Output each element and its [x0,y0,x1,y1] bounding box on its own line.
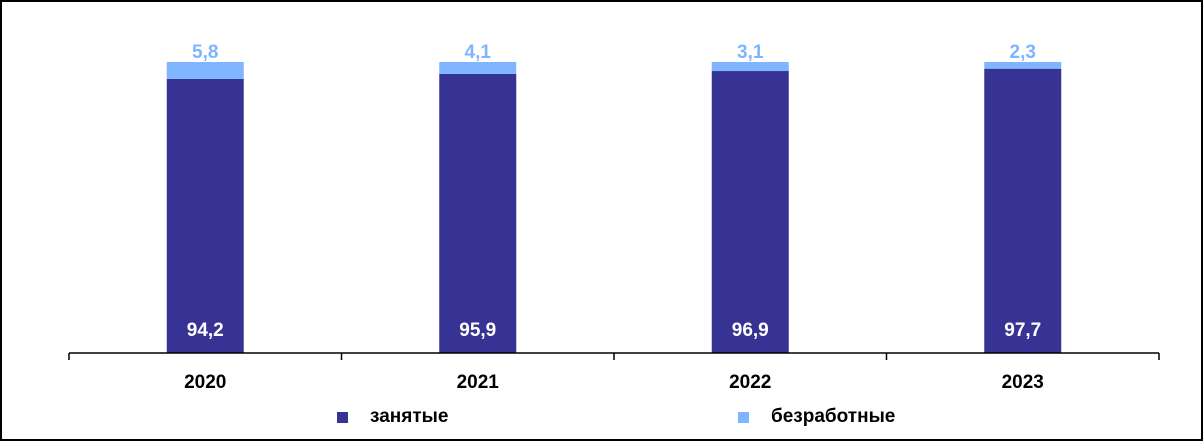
x-tick-label-2020: 2020 [184,372,226,393]
bars-group [166,62,1062,354]
data-labels-group: 94,2 5,8 95,9 4,1 96,9 3,1 97,7 2,3 [187,42,1041,341]
data-label-employed-2020: 94,2 [187,320,224,341]
bar-unemployed-2022 [711,62,789,72]
bar-employed-2021 [439,73,517,353]
bar-unemployed-2020 [166,62,244,79]
x-axis-tick-labels: 2020 2021 2022 2023 [184,372,1044,393]
data-label-unemployed-2023: 2,3 [1010,42,1036,63]
bar-unemployed-2023 [984,62,1062,69]
data-label-employed-2022: 96,9 [732,320,769,341]
bar-employed-2022 [711,71,789,353]
legend-item-employed: занятые [337,405,448,429]
x-tick-label-2022: 2022 [729,372,771,393]
legend-item-unemployed: безработные [738,405,895,429]
bar-employed-2020 [166,78,244,354]
x-tick-label-2023: 2023 [1002,372,1044,393]
data-label-unemployed-2020: 5,8 [192,42,218,63]
legend-label-employed: занятые [370,406,449,427]
x-tick-label-2021: 2021 [457,372,500,393]
data-label-unemployed-2022: 3,1 [737,42,764,63]
legend-swatch-employed [337,411,348,423]
x-axis-ticks [68,353,1160,360]
bar-unemployed-2021 [439,62,517,74]
data-label-employed-2021: 95,9 [459,320,496,341]
bar-employed-2023 [984,68,1062,354]
data-label-unemployed-2021: 4,1 [465,42,492,63]
legend-label-unemployed: безработные [771,406,896,427]
data-label-employed-2023: 97,7 [1004,320,1041,341]
legend-swatch-unemployed [738,411,749,423]
